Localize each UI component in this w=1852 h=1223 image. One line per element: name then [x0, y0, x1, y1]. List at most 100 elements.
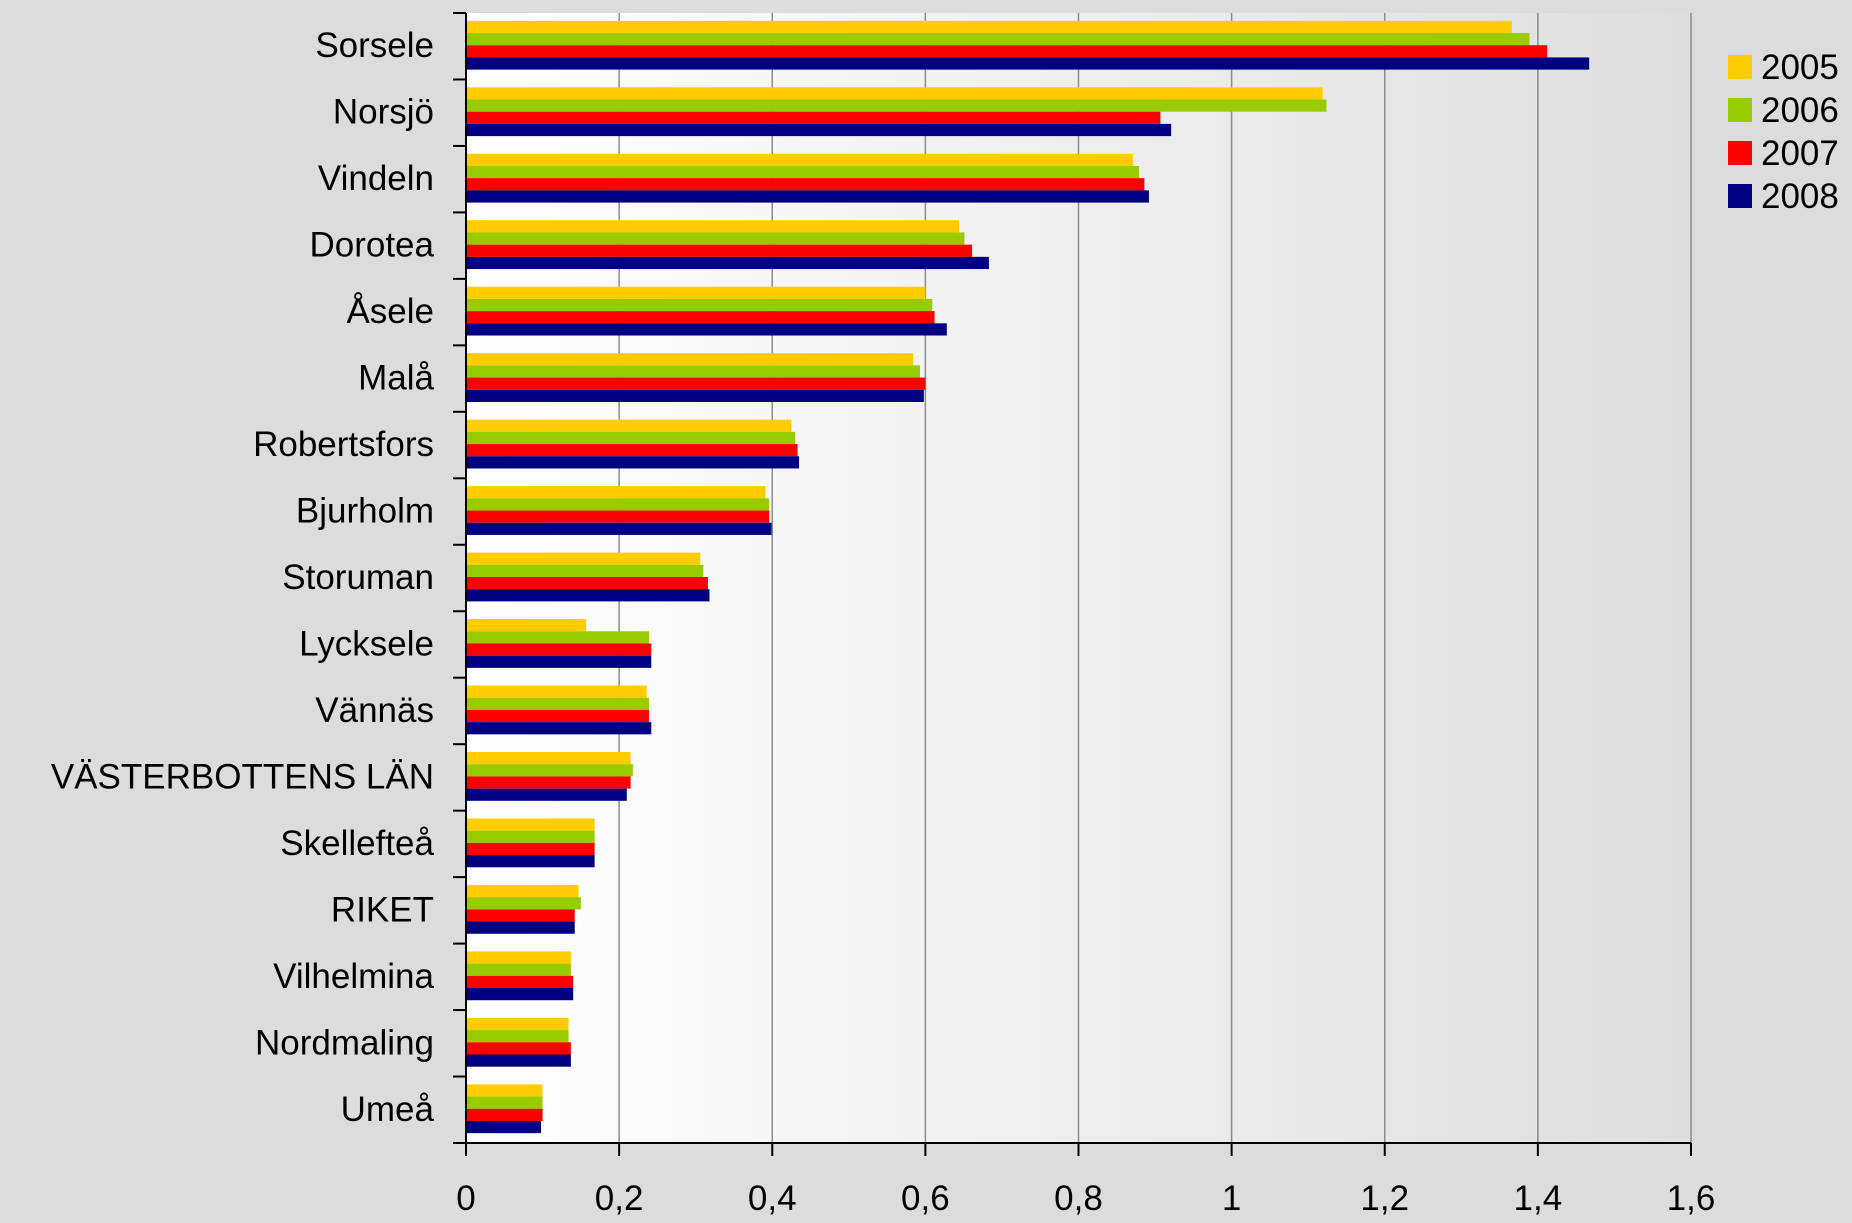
bar-2006 — [466, 165, 1139, 179]
y-tick-label: Skellefteå — [280, 824, 434, 863]
x-tick-label: 1,4 — [1514, 1179, 1563, 1218]
bar-2006 — [466, 564, 704, 577]
bar-2007 — [466, 1108, 543, 1121]
axes — [453, 12, 1692, 1156]
x-tick-label: 1 — [1222, 1179, 1241, 1218]
bar-2007 — [466, 909, 575, 922]
bar-2008 — [466, 323, 947, 336]
bar-2006 — [466, 232, 965, 245]
bar-2008 — [466, 190, 1149, 203]
bar-2008 — [466, 57, 1590, 70]
y-tick-label: Dorotea — [309, 226, 434, 265]
bar-2005 — [466, 353, 914, 366]
bar-2006 — [466, 498, 770, 511]
x-tick-label: 0,8 — [1054, 1179, 1103, 1218]
y-tick-label: Vilhelmina — [273, 957, 434, 996]
bar-2008 — [466, 589, 710, 602]
y-tick-label: Malå — [358, 359, 434, 398]
bar-2008 — [466, 855, 595, 868]
bar-2008 — [466, 788, 627, 801]
bar-2005 — [466, 1084, 543, 1097]
y-tick-label: Vännäs — [315, 691, 434, 730]
bar-2005 — [466, 20, 1512, 34]
bar-2008 — [466, 1120, 542, 1134]
bar-2005 — [466, 951, 571, 964]
bar-2007 — [466, 975, 574, 989]
x-tick-label: 1,2 — [1360, 1179, 1409, 1218]
bar-2006 — [466, 99, 1327, 112]
y-tick-label: VÄSTERBOTTENS LÄN — [51, 757, 434, 796]
bar-2008 — [466, 655, 652, 668]
y-tick-label: Norsjö — [333, 93, 434, 132]
legend-swatch-2007 — [1728, 141, 1752, 165]
bar-2008 — [466, 988, 574, 1001]
y-tick-label: Storuman — [282, 558, 434, 597]
bar-2006 — [466, 298, 933, 312]
bar-2006 — [466, 897, 581, 910]
bar-2007 — [466, 311, 935, 324]
bar-2007 — [466, 577, 708, 590]
bar-2006 — [466, 431, 796, 445]
bar-2007 — [466, 709, 649, 723]
y-tick-label: RIKET — [331, 890, 434, 929]
bar-2005 — [466, 286, 926, 299]
bar-2006 — [466, 631, 649, 644]
y-tick-label: Robertsfors — [253, 425, 434, 464]
x-tick-label: 1,6 — [1667, 1179, 1716, 1218]
bar-2008 — [466, 123, 1172, 137]
bar-2008 — [466, 389, 924, 402]
bar-2005 — [466, 619, 587, 632]
bar-2007 — [466, 244, 973, 257]
bar-2005 — [466, 153, 1133, 166]
bar-2006 — [466, 830, 595, 843]
x-tick-label: 0,2 — [595, 1179, 644, 1218]
bar-2005 — [466, 87, 1323, 100]
y-tick-label: Åsele — [346, 292, 434, 331]
bars — [466, 20, 1590, 1134]
bar-2005 — [466, 1017, 569, 1031]
legend: 2005 2006 2007 2008 — [1728, 48, 1839, 216]
bar-2006 — [466, 1096, 543, 1109]
bar-2005 — [466, 419, 792, 432]
legend-swatch-2006 — [1728, 98, 1752, 122]
bar-2008 — [466, 722, 652, 735]
bar-2008 — [466, 921, 575, 934]
x-tick-label: 0,6 — [901, 1179, 950, 1218]
bar-2005 — [466, 752, 631, 765]
bar-2005 — [466, 818, 595, 831]
bar-2008 — [466, 256, 989, 270]
legend-label: 2005 — [1761, 48, 1839, 87]
y-tick-label: Bjurholm — [296, 492, 434, 531]
y-tick-label: Lycksele — [299, 624, 434, 663]
bar-2005 — [466, 884, 579, 898]
x-tick-label: 0 — [456, 1179, 475, 1218]
legend-swatch-2008 — [1728, 184, 1752, 208]
y-tick-label: Nordmaling — [255, 1023, 434, 1062]
bar-2006 — [466, 697, 649, 710]
bar-2005 — [466, 552, 701, 565]
bar-2007 — [466, 510, 770, 523]
bar-2005 — [466, 486, 766, 499]
bar-2006 — [466, 365, 921, 378]
bar-2007 — [466, 842, 595, 856]
bar-2006 — [466, 764, 633, 777]
x-tick-label: 0,4 — [748, 1179, 797, 1218]
legend-swatch-2005 — [1728, 55, 1752, 79]
bar-2007 — [466, 444, 798, 457]
bar-2006 — [466, 963, 571, 976]
bar-2007 — [466, 1042, 571, 1055]
y-tick-label: Sorsele — [315, 26, 434, 65]
bar-2007 — [466, 643, 652, 656]
bar-2007 — [466, 776, 631, 789]
bar-2007 — [466, 377, 926, 390]
y-tick-label: Umeå — [341, 1090, 435, 1129]
bar-2005 — [466, 685, 647, 698]
bar-2008 — [466, 522, 772, 535]
bar-2005 — [466, 220, 960, 233]
bar-2008 — [466, 456, 800, 469]
legend-label: 2008 — [1761, 177, 1839, 216]
bar-2007 — [466, 111, 1161, 124]
bar-2007 — [466, 178, 1145, 191]
